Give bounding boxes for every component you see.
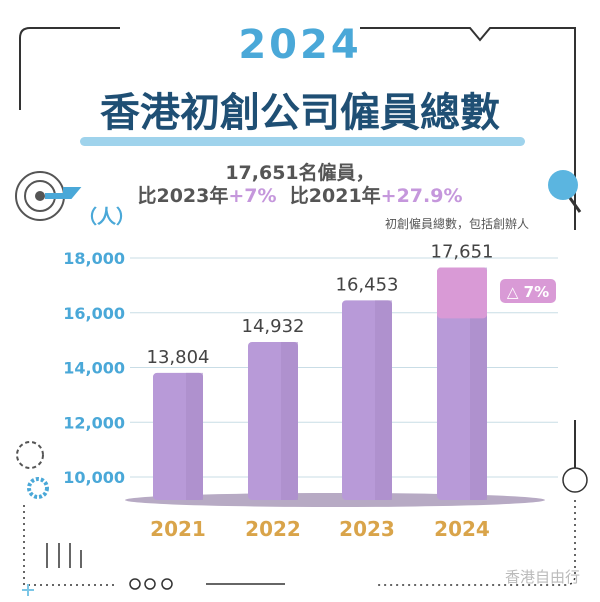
plus-icon: [22, 584, 34, 596]
y-tick-label: 12,000: [63, 413, 125, 432]
year-title: 2024: [238, 22, 362, 68]
delta-annotation: △ 7%: [507, 283, 549, 301]
data-label: 17,651: [431, 242, 494, 263]
data-label: 13,804: [147, 347, 210, 368]
bar-side: [281, 341, 298, 500]
y-tick-label: 10,000: [63, 468, 125, 487]
x-tick-label: 2022: [245, 517, 301, 541]
bar-side: [375, 300, 392, 500]
x-tick-label: 2023: [339, 517, 395, 541]
gear-icon: [16, 441, 44, 469]
magnifier-icon: [548, 170, 578, 200]
y-tick-label: 16,000: [63, 304, 125, 323]
y-axis-unit: （人）: [78, 206, 136, 228]
bar-side: [186, 372, 203, 500]
vs2021-value: +27.9%: [380, 185, 463, 207]
watermark: 香港自由行: [505, 568, 581, 586]
summary-line1: 17,651名僱員，: [225, 162, 375, 184]
data-label: 14,932: [242, 316, 305, 337]
title-underline: [80, 137, 525, 146]
main-title: 香港初創公司僱員總數: [100, 90, 500, 136]
y-tick-label: 18,000: [63, 249, 125, 268]
minus-circle-icon: [562, 467, 588, 493]
summary-line2: 比2023年+7% 比2021年+27.9%: [0, 181, 600, 208]
bar-delta-segment: [437, 267, 487, 319]
bar-chart: 10,000 12,000 14,000 16,000 18,000 13,804 2021…: [63, 242, 558, 541]
y-tick-label: 14,000: [63, 359, 125, 378]
bar-side: [470, 267, 487, 500]
x-tick-label: 2024: [434, 517, 490, 541]
data-label: 16,453: [336, 274, 399, 295]
vs2023-value: +7%: [228, 185, 277, 207]
delta-badge: [500, 279, 556, 303]
x-tick-label: 2021: [150, 517, 206, 541]
chart-note: 初創僱員總數，包括創辦人: [385, 217, 530, 231]
vs2021-prefix: 比2021年: [289, 185, 381, 207]
vs2023-prefix: 比2023年: [137, 185, 229, 207]
gear-icon-blue: [27, 477, 49, 499]
